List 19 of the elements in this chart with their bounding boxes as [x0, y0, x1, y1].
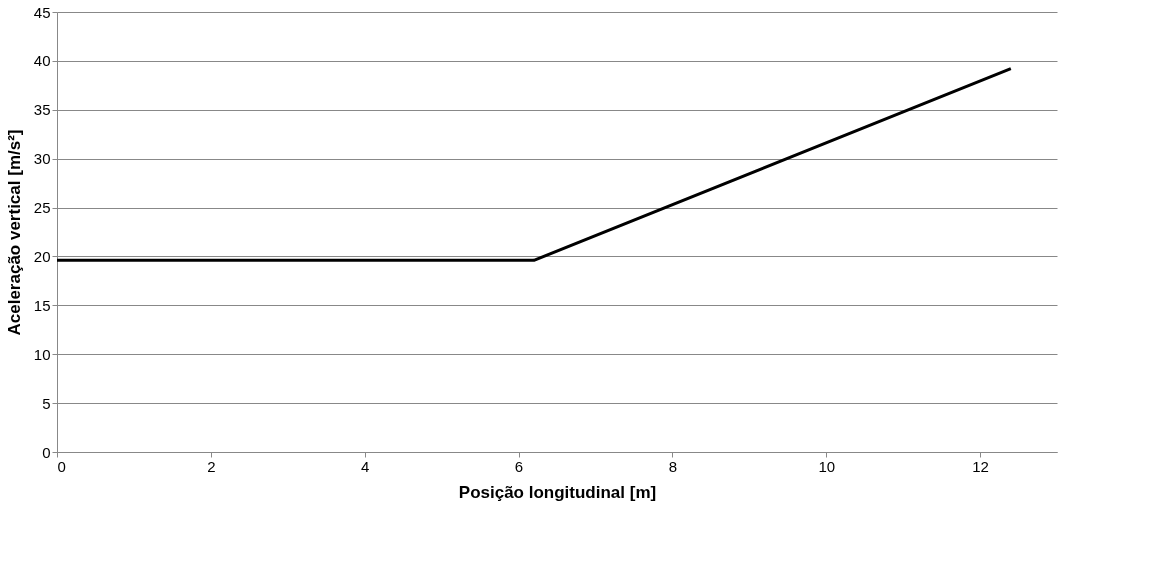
y-tick-label: 10	[33, 345, 51, 363]
x-tick-label: 12	[972, 457, 989, 475]
y-tick-label: 30	[33, 150, 51, 168]
x-tick-label: 4	[361, 457, 370, 475]
x-tick-label: 6	[514, 457, 524, 475]
x-tick-label: 2	[207, 457, 216, 475]
x-tick-label: 8	[668, 457, 678, 475]
y-tick-label: 35	[33, 101, 51, 119]
y-tick-label: 25	[33, 199, 51, 217]
y-tick-label: 5	[42, 394, 51, 412]
y-tick-label: 40	[33, 52, 51, 70]
x-axis-title: Posição longitudinal [m]	[458, 482, 657, 502]
y-axis-title: Aceleração vertical [m/s²]	[4, 129, 24, 336]
x-tick-label: 0	[57, 457, 66, 475]
x-tick-label: 10	[818, 457, 836, 475]
y-tick-label: 45	[33, 3, 51, 21]
y-tick-label: 0	[42, 443, 51, 461]
y-tick-label: 20	[33, 247, 51, 265]
y-tick-label: 15	[33, 296, 51, 314]
